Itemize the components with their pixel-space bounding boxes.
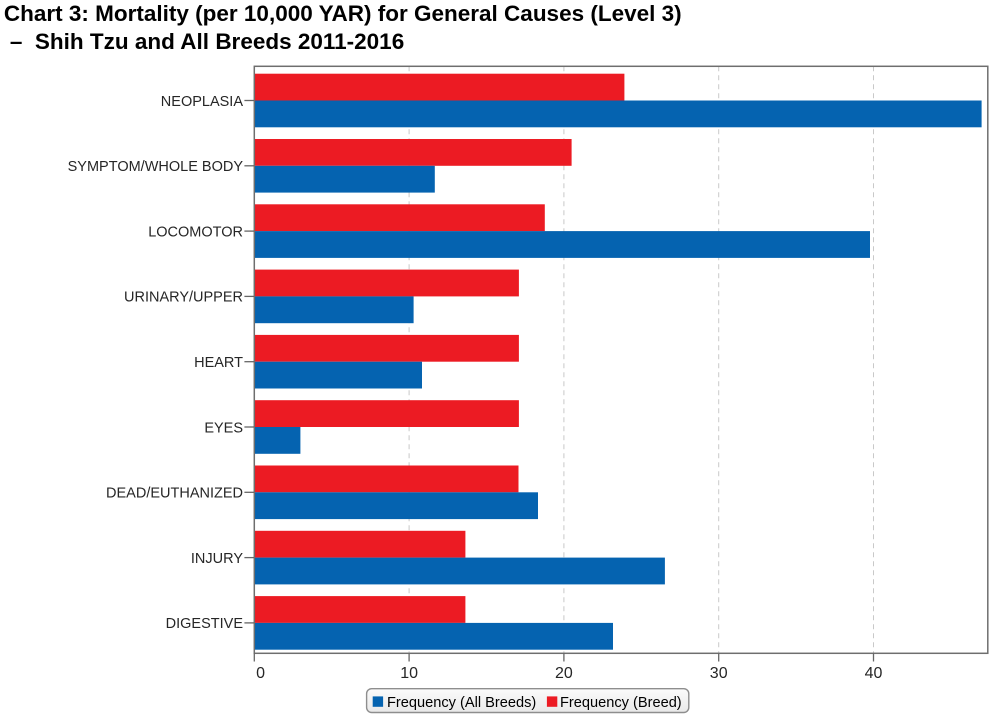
svg-text:40: 40	[865, 665, 883, 682]
svg-text:EYES: EYES	[204, 420, 243, 436]
svg-text:10: 10	[400, 665, 418, 682]
svg-text:NEOPLASIA: NEOPLASIA	[161, 94, 244, 110]
svg-text:Chart 3: Mortality (per 10,000: Chart 3: Mortality (per 10,000 YAR) for …	[4, 1, 682, 26]
svg-text:– Shih Tzu and All Breeds 201: – Shih Tzu and All Breeds 2011-2016	[10, 29, 404, 54]
svg-text:DEAD/EUTHANIZED: DEAD/EUTHANIZED	[106, 486, 243, 502]
svg-text:HEART: HEART	[194, 355, 243, 371]
svg-text:30: 30	[710, 665, 728, 682]
svg-text:0: 0	[256, 665, 265, 682]
svg-text:URINARY/UPPER: URINARY/UPPER	[124, 290, 243, 306]
svg-text:SYMPTOM/WHOLE BODY: SYMPTOM/WHOLE BODY	[68, 159, 244, 175]
svg-text:20: 20	[555, 665, 573, 682]
svg-text:Frequency (All Breeds): Frequency (All Breeds)	[387, 695, 536, 711]
svg-text:INJURY: INJURY	[191, 551, 243, 567]
svg-text:Frequency (Breed): Frequency (Breed)	[560, 695, 682, 711]
svg-text:LOCOMOTOR: LOCOMOTOR	[148, 224, 243, 240]
svg-text:DIGESTIVE: DIGESTIVE	[166, 616, 244, 632]
